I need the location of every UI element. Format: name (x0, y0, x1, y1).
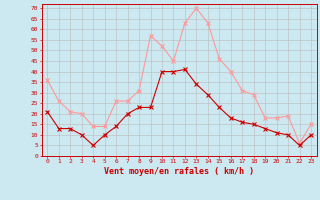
X-axis label: Vent moyen/en rafales ( km/h ): Vent moyen/en rafales ( km/h ) (104, 167, 254, 176)
